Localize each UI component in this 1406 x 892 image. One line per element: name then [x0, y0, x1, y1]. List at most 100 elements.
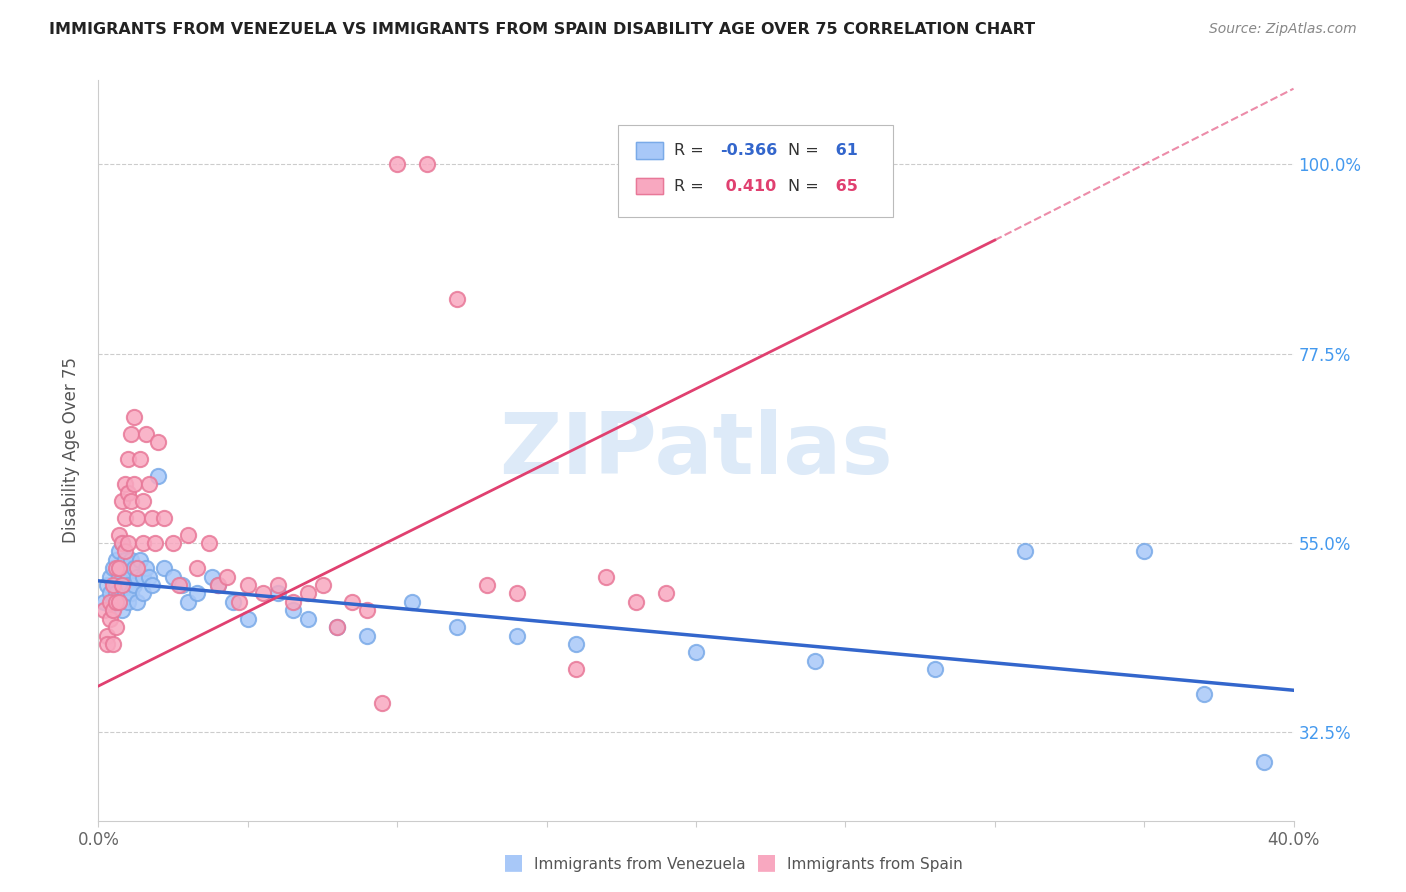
Point [297, 612, 319, 626]
Point [1014, 544, 1036, 558]
Text: IMMIGRANTS FROM VENEZUELA VS IMMIGRANTS FROM SPAIN DISABILITY AGE OVER 75 CORREL: IMMIGRANTS FROM VENEZUELA VS IMMIGRANTS … [49, 22, 1035, 37]
Point [222, 595, 245, 609]
Point [132, 494, 155, 508]
Point [117, 536, 139, 550]
Point [201, 569, 224, 583]
Point [506, 586, 529, 600]
Text: ■: ■ [503, 853, 523, 872]
Point [804, 654, 827, 668]
Text: R =: R = [675, 178, 710, 194]
Point [103, 595, 125, 609]
Point [96, 578, 118, 592]
Point [105, 578, 128, 592]
Bar [637, 143, 662, 159]
Point [162, 569, 184, 583]
Point [135, 561, 157, 575]
Point [281, 595, 304, 609]
Point [124, 409, 146, 424]
Point [93, 595, 115, 609]
Point [326, 620, 349, 634]
Point [120, 586, 142, 600]
Point [114, 586, 136, 600]
Point [114, 510, 136, 524]
Text: Immigrants from Spain: Immigrants from Spain [787, 857, 963, 872]
Point [326, 620, 349, 634]
Point [124, 578, 146, 592]
Point [207, 578, 229, 592]
Point [111, 603, 134, 617]
Point [446, 292, 468, 306]
Point [127, 569, 149, 583]
Point [446, 620, 468, 634]
Point [129, 451, 152, 466]
Point [103, 603, 125, 617]
Point [117, 451, 139, 466]
Point [120, 426, 142, 441]
Point [129, 553, 152, 567]
Point [127, 595, 149, 609]
Point [626, 595, 648, 609]
Point [148, 435, 170, 450]
Point [385, 157, 409, 171]
Point [685, 645, 707, 659]
Point [236, 612, 259, 626]
Point [114, 477, 136, 491]
Point [108, 595, 131, 609]
Point [105, 553, 128, 567]
Point [371, 696, 394, 710]
Point [114, 578, 136, 592]
Point [1133, 544, 1156, 558]
Point [228, 595, 250, 609]
Point [120, 494, 142, 508]
Point [98, 586, 122, 600]
Text: R =: R = [675, 143, 710, 158]
FancyBboxPatch shape [619, 125, 893, 218]
Point [114, 553, 136, 567]
Y-axis label: Disability Age Over 75: Disability Age Over 75 [62, 358, 80, 543]
Point [108, 561, 131, 575]
Point [595, 569, 617, 583]
Point [177, 527, 200, 541]
Point [103, 578, 125, 592]
Point [103, 603, 125, 617]
Point [132, 536, 155, 550]
Point [108, 527, 131, 541]
Point [356, 603, 378, 617]
Point [565, 662, 588, 676]
Point [143, 536, 166, 550]
Point [120, 553, 142, 567]
Point [98, 569, 122, 583]
Point [105, 586, 128, 600]
Text: 61: 61 [830, 143, 858, 158]
Point [207, 578, 229, 592]
Point [108, 569, 131, 583]
Point [162, 536, 184, 550]
Bar [637, 178, 662, 194]
Point [111, 578, 134, 592]
Bar [637, 143, 662, 159]
Point [117, 561, 139, 575]
Point [148, 468, 170, 483]
Point [105, 561, 128, 575]
Point [252, 586, 274, 600]
Point [127, 510, 149, 524]
Point [138, 477, 160, 491]
Point [111, 536, 134, 550]
Bar [637, 178, 662, 194]
Point [111, 578, 134, 592]
Point [117, 578, 139, 592]
Text: ZIPatlas: ZIPatlas [499, 409, 893, 492]
Point [186, 586, 208, 600]
Point [416, 157, 439, 171]
Text: N =: N = [787, 178, 824, 194]
Text: 65: 65 [830, 178, 858, 194]
Text: 0.410: 0.410 [720, 178, 776, 194]
Point [108, 595, 131, 609]
Point [96, 637, 118, 651]
Point [267, 586, 290, 600]
Point [138, 569, 160, 583]
Point [117, 485, 139, 500]
Point [1253, 755, 1275, 769]
Point [267, 578, 290, 592]
Point [93, 603, 115, 617]
